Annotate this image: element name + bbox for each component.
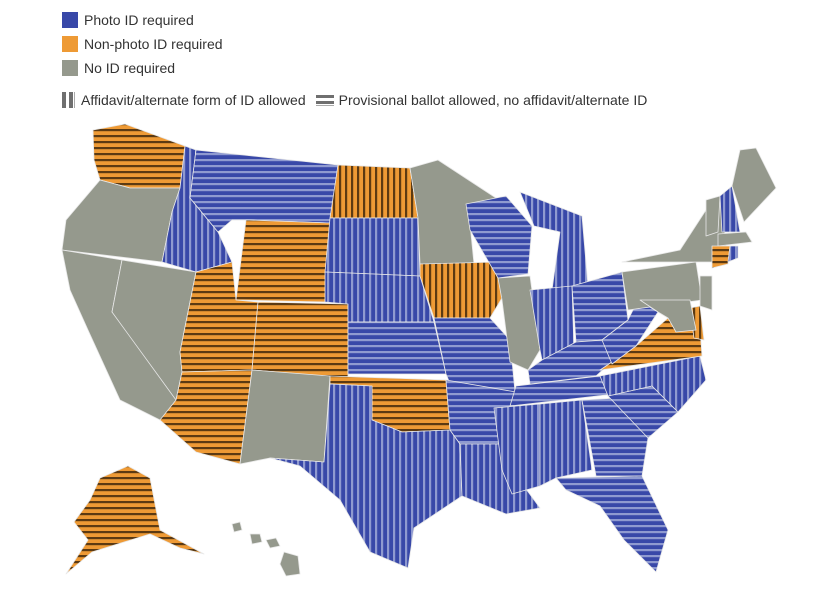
- state-ms: [493, 403, 541, 495]
- state-co: [251, 301, 349, 379]
- nonphoto-swatch-icon: [62, 36, 78, 52]
- legend-label-none: No ID required: [84, 60, 176, 76]
- state-nh: [719, 185, 741, 233]
- pattern-key-provisional: Provisional ballot allowed, no affidavit…: [315, 92, 648, 108]
- vertical-stripes-icon: [62, 92, 75, 108]
- state-ct: [711, 245, 731, 269]
- state-or: [61, 179, 181, 263]
- state-ak: [65, 465, 205, 575]
- state-me: [731, 147, 777, 223]
- state-wi: [465, 195, 533, 279]
- state-fl: [555, 475, 669, 573]
- none-swatch-icon: [62, 60, 78, 76]
- legend-item-none: No ID required: [62, 56, 223, 80]
- state-nm: [239, 369, 331, 465]
- state-ia: [419, 261, 503, 319]
- pattern-key-affidavit: Affidavit/alternate form of ID allowed: [62, 92, 306, 108]
- us-voter-id-map: [61, 123, 777, 577]
- state-vt: [705, 195, 721, 237]
- legend-label-photo: Photo ID required: [84, 12, 194, 28]
- state-ri: [727, 245, 739, 263]
- state-ma: [717, 231, 753, 247]
- state-md: [639, 299, 697, 333]
- state-al: [539, 399, 593, 487]
- photo-swatch-icon: [62, 12, 78, 28]
- pattern-legend: Affidavit/alternate form of ID allowed P…: [62, 92, 657, 108]
- state-wa: [92, 123, 186, 189]
- state-mt: [189, 149, 339, 233]
- legend-item-photo: Photo ID required: [62, 8, 223, 32]
- legend-label-nonphoto: Non-photo ID required: [84, 36, 223, 52]
- states-layer: [61, 123, 777, 577]
- legend-item-nonphoto: Non-photo ID required: [62, 32, 223, 56]
- state-nj: [699, 275, 713, 311]
- state-hi: [231, 521, 301, 577]
- state-ks: [347, 321, 447, 375]
- horizontal-stripes-icon: [315, 95, 334, 106]
- state-sd: [324, 217, 421, 277]
- state-nd: [329, 164, 419, 219]
- state-wy: [235, 219, 331, 303]
- color-legend: Photo ID required Non-photo ID required …: [62, 8, 223, 80]
- state-tx: [269, 383, 463, 569]
- pattern-label-affidavit: Affidavit/alternate form of ID allowed: [81, 92, 306, 108]
- state-mn: [409, 159, 497, 265]
- pattern-label-provisional: Provisional ballot allowed, no affidavit…: [338, 92, 648, 108]
